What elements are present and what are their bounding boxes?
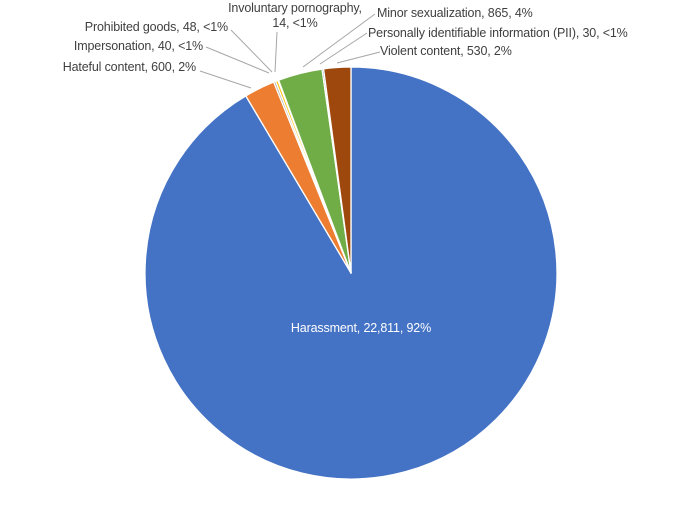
pie-slice-violent-content	[322, 66, 352, 274]
label-violent-content: Violent content, 530, 2%	[380, 44, 512, 58]
leader-line-prohibited-goods	[230, 29, 273, 73]
label-minor-sexualization: Minor sexualization, 865, 4%	[377, 6, 533, 20]
leader-line-pii	[319, 32, 368, 65]
label-involuntary-pornography-line2: 14, <1%	[272, 16, 318, 30]
label-hateful-content: Hateful content, 600, 2%	[62, 60, 196, 74]
label-harassment: Harassment, 22,811, 92%	[290, 321, 432, 335]
label-involuntary-pornography-line1: Involuntary pornography,	[228, 1, 362, 15]
leader-line-hateful-content	[199, 70, 252, 89]
label-pii: Personally identifiable information (PII…	[368, 26, 628, 40]
leader-line-impersonation	[205, 46, 270, 74]
leader-line-involuntary-pornography	[274, 31, 278, 73]
leader-line-minor-sexualization	[302, 13, 376, 68]
label-prohibited-goods: Prohibited goods, 48, <1%	[84, 20, 228, 34]
leader-line-violent-content	[336, 51, 381, 64]
label-involuntary-pornography: Involuntary pornography, 14, <1%	[205, 1, 385, 31]
label-impersonation: Impersonation, 40, <1%	[73, 39, 203, 53]
